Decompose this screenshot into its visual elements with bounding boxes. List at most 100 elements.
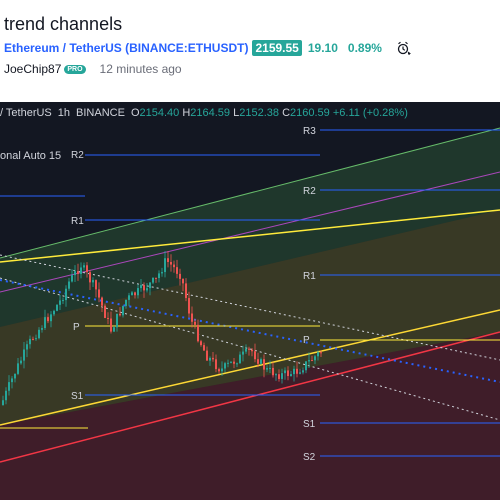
candle-body [167,258,169,262]
pivot-r3-label: R3 [303,126,316,137]
author-name[interactable]: JoeChip87 [4,62,62,76]
candle-body [251,349,253,352]
candle-body [41,328,43,330]
candle-body [206,350,208,361]
published-time: 12 minutes ago [99,62,182,76]
candle-body [293,368,295,375]
candle-body [11,378,13,383]
pivot-p-right-label: P [303,335,310,346]
candle-body [257,359,259,364]
candle-body [65,288,67,301]
candle-body [284,370,286,374]
green-channel-fill [0,128,500,327]
candle-body [308,360,310,362]
ohlc-legend: / TetherUS 1h BINANCE O2154.40 H2164.59 … [0,107,408,119]
candle-body [59,300,61,305]
pivot-r2-left-label: R2 [71,150,84,161]
candle-body [158,273,160,279]
candle-body [146,288,148,291]
candle-body [179,273,181,279]
candle-body [107,317,109,319]
alert-clock-icon[interactable] [396,40,412,56]
chart-area[interactable]: R3 R2 R2 R1 R1 P P S1 S1 S2 [0,102,500,500]
candle-body [320,352,322,354]
candle-body [218,369,220,372]
candle-body [119,313,121,316]
candle-body [32,338,34,340]
candle-body [161,272,163,274]
candle-body [35,338,37,340]
candle-body [77,271,79,274]
author-line: JoeChip87 PRO 12 minutes ago [4,62,182,76]
open-label: O [130,107,140,119]
green-channel-top-line[interactable] [0,127,500,259]
candle-body [272,367,274,376]
candle-body [23,349,25,361]
candle-body [38,329,40,339]
candle-body [203,345,205,351]
legend-symbol[interactable]: / TetherUS [0,107,52,119]
candle-body [266,368,268,370]
candle-body [191,313,193,322]
close-value: 2160.59 [290,107,330,119]
yellow-channel-top-line[interactable] [0,209,500,263]
indicator-label[interactable]: onal Auto 15 [0,150,62,162]
candle-body [2,400,4,405]
candle-body [182,278,184,284]
candle-body [317,352,319,357]
candle-body [113,327,115,332]
candle-body [50,314,52,322]
candle-body [290,374,292,377]
candle-body [17,363,19,374]
candle-body [302,370,304,373]
candle-body [140,285,142,289]
close-label: C [282,107,291,119]
candle-body [209,357,211,361]
candle-body [62,300,64,302]
candle-body [248,348,250,350]
idea-title: trend channels [4,14,123,34]
candle-body [314,356,316,361]
symbol-line: Ethereum / TetherUS (BINANCE:ETHUSDT) 21… [4,40,412,56]
candle-body [176,267,178,274]
candle-body [95,280,97,290]
candle-body [233,361,235,364]
candle-body [263,359,265,370]
symbol-link[interactable]: Ethereum / TetherUS (BINANCE:ETHUSDT) [4,41,249,55]
candle-body [149,282,151,289]
candle-body [260,359,262,364]
pivot-p-left-label: P [73,322,80,333]
candle-body [71,275,73,282]
dotted-blue-trend-line[interactable] [0,279,500,383]
candle-body [80,267,82,274]
candle-body [287,370,289,377]
candle-body [14,373,16,379]
candle-body [110,318,112,332]
pink-channel-line[interactable] [0,331,500,463]
pivot-r2-right-label: R2 [303,186,316,197]
candle-body [296,368,298,374]
candle-body [254,351,256,360]
candle-body [20,360,22,364]
candle-body [227,362,229,364]
chart-canvas[interactable]: R3 R2 R2 R1 R1 P P S1 S1 S2 [0,102,500,500]
candle-body [92,280,94,283]
candlestick-series[interactable] [2,250,322,406]
pivot-r1-left-label: R1 [71,216,84,227]
dotted-trend-line-1[interactable] [0,254,500,361]
candle-body [128,295,130,300]
candle-body [230,361,232,363]
yellow-channel-fill [0,210,500,425]
candle-body [89,272,91,283]
candle-body [74,271,76,276]
yellow-channel-bottom-line[interactable] [0,309,500,426]
high-value: 2164.59 [190,107,231,119]
candle-body [173,264,175,268]
pivot-r1-right-label: R1 [303,271,316,282]
candle-body [242,351,244,355]
candle-body [5,390,7,401]
candle-body [68,281,70,289]
candle-body [116,313,118,328]
candle-body [245,348,247,352]
dotted-trend-line-2[interactable] [0,277,500,421]
